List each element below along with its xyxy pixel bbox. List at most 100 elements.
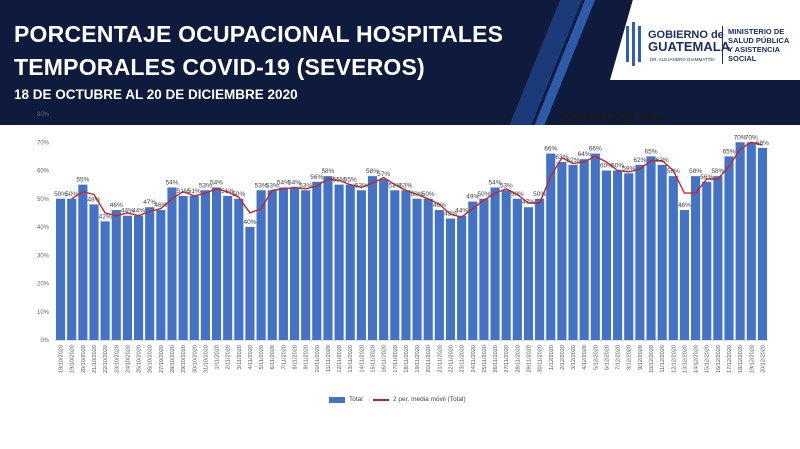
- data-label: 58%: [667, 168, 680, 175]
- bar: [457, 215, 467, 340]
- occupancy-annotation: OCUPACIÓN 68%: [560, 110, 664, 124]
- data-label: 56%: [700, 174, 713, 181]
- bar: [156, 210, 166, 340]
- x-tick-label: 26/11/2020: [493, 345, 499, 373]
- data-label: 70%: [734, 134, 747, 141]
- x-tick-label: 26/10/2020: [148, 345, 154, 373]
- legend-label-moving-average: 2 per. media móvil (Total): [393, 396, 466, 403]
- logo-panel: [610, 0, 800, 80]
- x-tick-label: 9/11/2020: [304, 345, 310, 369]
- data-label: 48%: [87, 196, 100, 203]
- bar: [312, 181, 322, 340]
- bar: [56, 198, 66, 340]
- bar: [635, 164, 645, 340]
- x-tick-label: 4/12/2020: [582, 345, 588, 370]
- x-tick-label: 5/11/2020: [259, 345, 265, 369]
- x-tick-label: 4/11/2020: [248, 345, 254, 369]
- bar: [100, 221, 110, 340]
- moving-average-line: [71, 141, 763, 218]
- x-tick-label: 8/12/2020: [627, 345, 633, 370]
- x-tick-label: 20/10/2020: [81, 345, 87, 373]
- y-tick-label: 40%: [37, 225, 50, 231]
- bar: [490, 187, 500, 340]
- bar: [167, 187, 177, 340]
- x-tick-label: 13/11/2020: [348, 345, 354, 373]
- y-tick-label: 70%: [37, 140, 50, 146]
- x-tick-label: 8/11/2020: [293, 345, 299, 369]
- logo-divider: [722, 26, 723, 64]
- x-tick-label: 3/12/2020: [571, 345, 577, 370]
- x-tick-label: 7/12/2020: [616, 345, 622, 370]
- data-label: 70%: [745, 134, 758, 141]
- data-label: 46%: [154, 202, 167, 209]
- y-tick-label: 60%: [37, 169, 50, 175]
- x-tick-label: 29/11/2020: [527, 345, 533, 373]
- bar: [702, 181, 712, 340]
- bar: [713, 176, 723, 340]
- x-tick-label: 12/12/2020: [671, 345, 677, 373]
- data-label: 53%: [399, 182, 412, 189]
- bar: [267, 190, 277, 340]
- x-tick-label: 21/11/2020: [437, 345, 443, 373]
- x-tick-label: 27/11/2020: [504, 345, 510, 373]
- x-tick-label: 19/11/2020: [415, 345, 421, 373]
- bar: [646, 156, 656, 340]
- logo-government: GOBIERNO de GUATEMALA: [648, 29, 730, 54]
- x-tick-label: 30/10/2020: [192, 345, 198, 373]
- x-tick-label: 9/12/2020: [638, 345, 644, 370]
- bar: [111, 210, 121, 340]
- bar: [301, 190, 311, 340]
- data-label: 56%: [310, 174, 323, 181]
- bar: [423, 198, 433, 340]
- y-tick-label: 80%: [37, 112, 50, 118]
- x-tick-label: 19/12/2020: [749, 345, 755, 373]
- data-label: 53%: [388, 182, 401, 189]
- bar: [535, 198, 545, 340]
- data-label: 44%: [455, 208, 468, 215]
- bar: [445, 218, 456, 340]
- x-tick-label: 21/10/2020: [92, 345, 98, 373]
- bar: [468, 201, 478, 340]
- bar: [89, 204, 99, 340]
- x-tick-label: 10/12/2020: [649, 345, 655, 373]
- data-label: 42%: [99, 213, 112, 220]
- bar: [613, 170, 623, 340]
- ministry-line4: SOCIAL: [728, 54, 757, 63]
- x-tick-label: 1/12/2020: [549, 345, 555, 370]
- data-label: 51%: [177, 188, 190, 195]
- data-label: 53%: [355, 182, 368, 189]
- bar: [412, 198, 422, 340]
- data-label: 46%: [433, 202, 446, 209]
- x-tick-label: 16/12/2020: [716, 345, 722, 373]
- data-label: 58%: [689, 168, 702, 175]
- x-tick-label: 12/11/2020: [337, 345, 343, 373]
- bar: [590, 153, 600, 340]
- bar: [278, 187, 288, 340]
- data-label: 63%: [555, 154, 568, 161]
- bar: [356, 190, 366, 340]
- x-tick-label: 2/12/2020: [560, 345, 566, 370]
- bar: [512, 198, 522, 340]
- x-tick-label: 18/10/2020: [59, 345, 65, 373]
- bar: [557, 162, 567, 340]
- bar: [211, 187, 222, 340]
- page-title-line1: PORCENTAJE OCUPACIONAL HOSPITALES: [14, 21, 504, 47]
- bar: [434, 210, 444, 340]
- x-tick-label: 3/11/2020: [237, 345, 243, 369]
- bar: [601, 170, 612, 340]
- bar: [189, 195, 199, 340]
- ministry-line3: Y ASISTENCIA: [728, 45, 781, 54]
- data-label: 60%: [611, 163, 624, 170]
- bar: [546, 153, 556, 340]
- data-label: 47%: [522, 199, 535, 206]
- data-label: 66%: [589, 146, 602, 153]
- data-label: 54%: [165, 179, 178, 186]
- legend-label-total: Total: [349, 396, 363, 403]
- y-tick-label: 30%: [37, 253, 50, 259]
- data-label: 68%: [756, 140, 769, 147]
- logo-name-top: GOBIERNO de: [648, 29, 724, 41]
- x-tick-label: 20/12/2020: [760, 345, 766, 373]
- data-label: 53%: [500, 182, 513, 189]
- logo-ministry: MINISTERIO DE SALUD PÚBLICA Y ASISTENCIA…: [728, 27, 789, 63]
- bar: [178, 195, 188, 340]
